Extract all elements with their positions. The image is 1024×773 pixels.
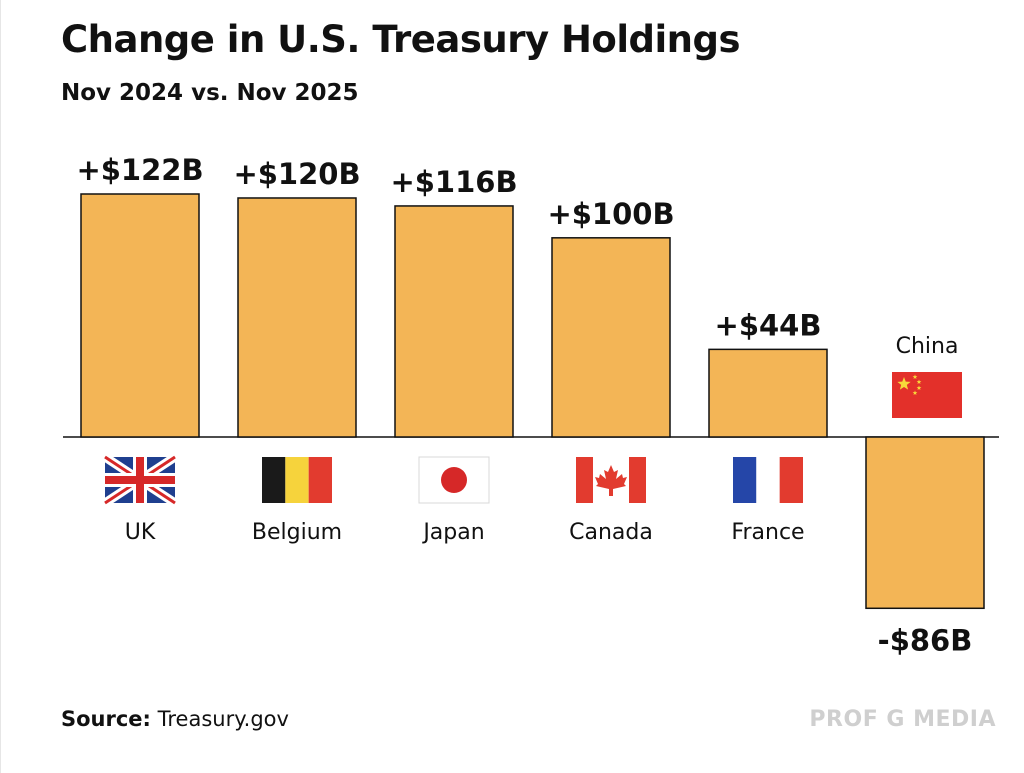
china-flag-icon	[892, 372, 962, 418]
category-label-japan: Japan	[421, 520, 484, 545]
chart-title: Change in U.S. Treasury Holdings	[61, 18, 741, 61]
category-label-uk: UK	[125, 520, 156, 545]
bar-china	[865, 436, 985, 610]
value-label-belgium: +$120B	[233, 157, 360, 191]
bar-uk	[80, 193, 200, 438]
value-label-canada: +$100B	[547, 197, 674, 231]
bar-france	[708, 348, 828, 438]
bar-japan	[394, 205, 514, 438]
category-label-belgium: Belgium	[252, 520, 342, 545]
france-flag-icon	[733, 457, 803, 503]
source-label: Source:	[61, 707, 151, 731]
japan-flag-icon	[418, 456, 490, 504]
value-label-uk: +$122B	[76, 153, 203, 187]
value-label-japan: +$116B	[390, 165, 517, 199]
chart-subtitle: Nov 2024 vs. Nov 2025	[61, 80, 359, 106]
bar-belgium	[237, 197, 357, 438]
source-value: Treasury.gov	[157, 707, 289, 731]
category-label-canada: Canada	[569, 520, 653, 545]
belgium-flag-icon	[262, 457, 332, 503]
category-label-china: China	[896, 334, 959, 359]
canada-flag-icon	[576, 457, 646, 503]
value-label-france: +$44B	[715, 308, 822, 342]
source-note: Source: Treasury.gov	[61, 707, 289, 731]
bar-chart: +$122B UK +$120B Belgium +$116B Japan +$100B Ca…	[63, 153, 999, 657]
value-label-china: -$86B	[878, 623, 973, 657]
category-label-france: France	[731, 520, 804, 545]
bar-canada	[551, 237, 671, 438]
uk-flag-icon	[102, 453, 178, 507]
brand-watermark: PROF G MEDIA	[809, 707, 996, 732]
